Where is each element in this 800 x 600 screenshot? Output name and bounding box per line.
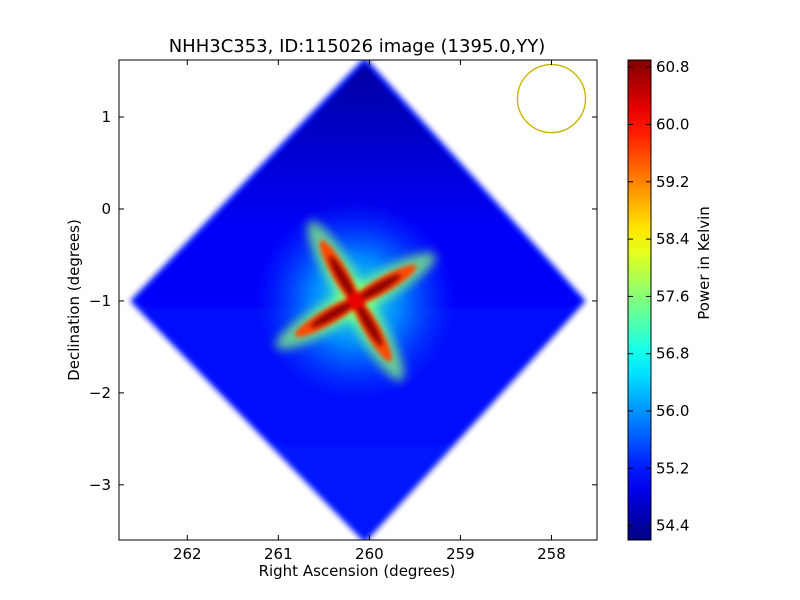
x-axis: 262 261 260 259 258 bbox=[173, 60, 566, 563]
y-tick-label: −3 bbox=[89, 476, 111, 494]
colorbar-tick-label: 60.8 bbox=[656, 58, 689, 76]
x-tick-label: 262 bbox=[173, 545, 202, 563]
y-axis: 1 0 −1 −2 −3 bbox=[89, 108, 597, 494]
source-arm-core bbox=[355, 274, 401, 302]
colorbar-gradient bbox=[627, 59, 652, 541]
colorbar: 60.8 60.0 59.2 58.4 57.6 56.8 56.0 55.2 54.4 Pow… bbox=[627, 58, 713, 541]
colorbar-ticks: 60.8 60.0 59.2 58.4 57.6 56.8 56.0 55.2 54.4 bbox=[628, 58, 689, 535]
source-arm-core bbox=[329, 255, 357, 302]
source-pinwheel bbox=[275, 220, 436, 382]
colorbar-tick-label: 54.4 bbox=[656, 517, 689, 535]
x-tick-label: 258 bbox=[537, 545, 566, 563]
colorbar-tick-label: 56.8 bbox=[656, 345, 689, 363]
plot-area bbox=[118, 59, 598, 541]
source-arm-core bbox=[355, 300, 383, 347]
chart-title: NHH3C353, ID:115026 image (1395.0,YY) bbox=[169, 36, 546, 57]
x-tick-label: 261 bbox=[264, 545, 293, 563]
colorbar-tick-label: 59.2 bbox=[656, 173, 689, 191]
x-axis-label: Right Ascension (degrees) bbox=[259, 562, 456, 580]
source-core bbox=[347, 292, 364, 309]
y-axis-label: Declination (degrees) bbox=[65, 219, 83, 381]
colorbar-tick-label: 60.0 bbox=[656, 115, 689, 133]
colorbar-tick-label: 56.0 bbox=[656, 402, 689, 420]
colorbar-tick-label: 57.6 bbox=[656, 287, 689, 305]
y-tick-label: 0 bbox=[101, 200, 111, 218]
colorbar-tick-label: 58.4 bbox=[656, 230, 689, 248]
y-tick-label: −2 bbox=[89, 384, 111, 402]
colorbar-tick-label: 55.2 bbox=[656, 459, 689, 477]
colorbar-label: Power in Kelvin bbox=[695, 206, 713, 320]
x-tick-label: 259 bbox=[446, 545, 475, 563]
beam-circle bbox=[516, 63, 587, 134]
heatmap-image bbox=[130, 60, 586, 540]
y-tick-label: −1 bbox=[89, 292, 111, 310]
x-tick-label: 260 bbox=[355, 545, 384, 563]
y-tick-label: 1 bbox=[101, 108, 111, 126]
plot-frame bbox=[118, 59, 598, 541]
source-arm-core bbox=[310, 300, 356, 328]
